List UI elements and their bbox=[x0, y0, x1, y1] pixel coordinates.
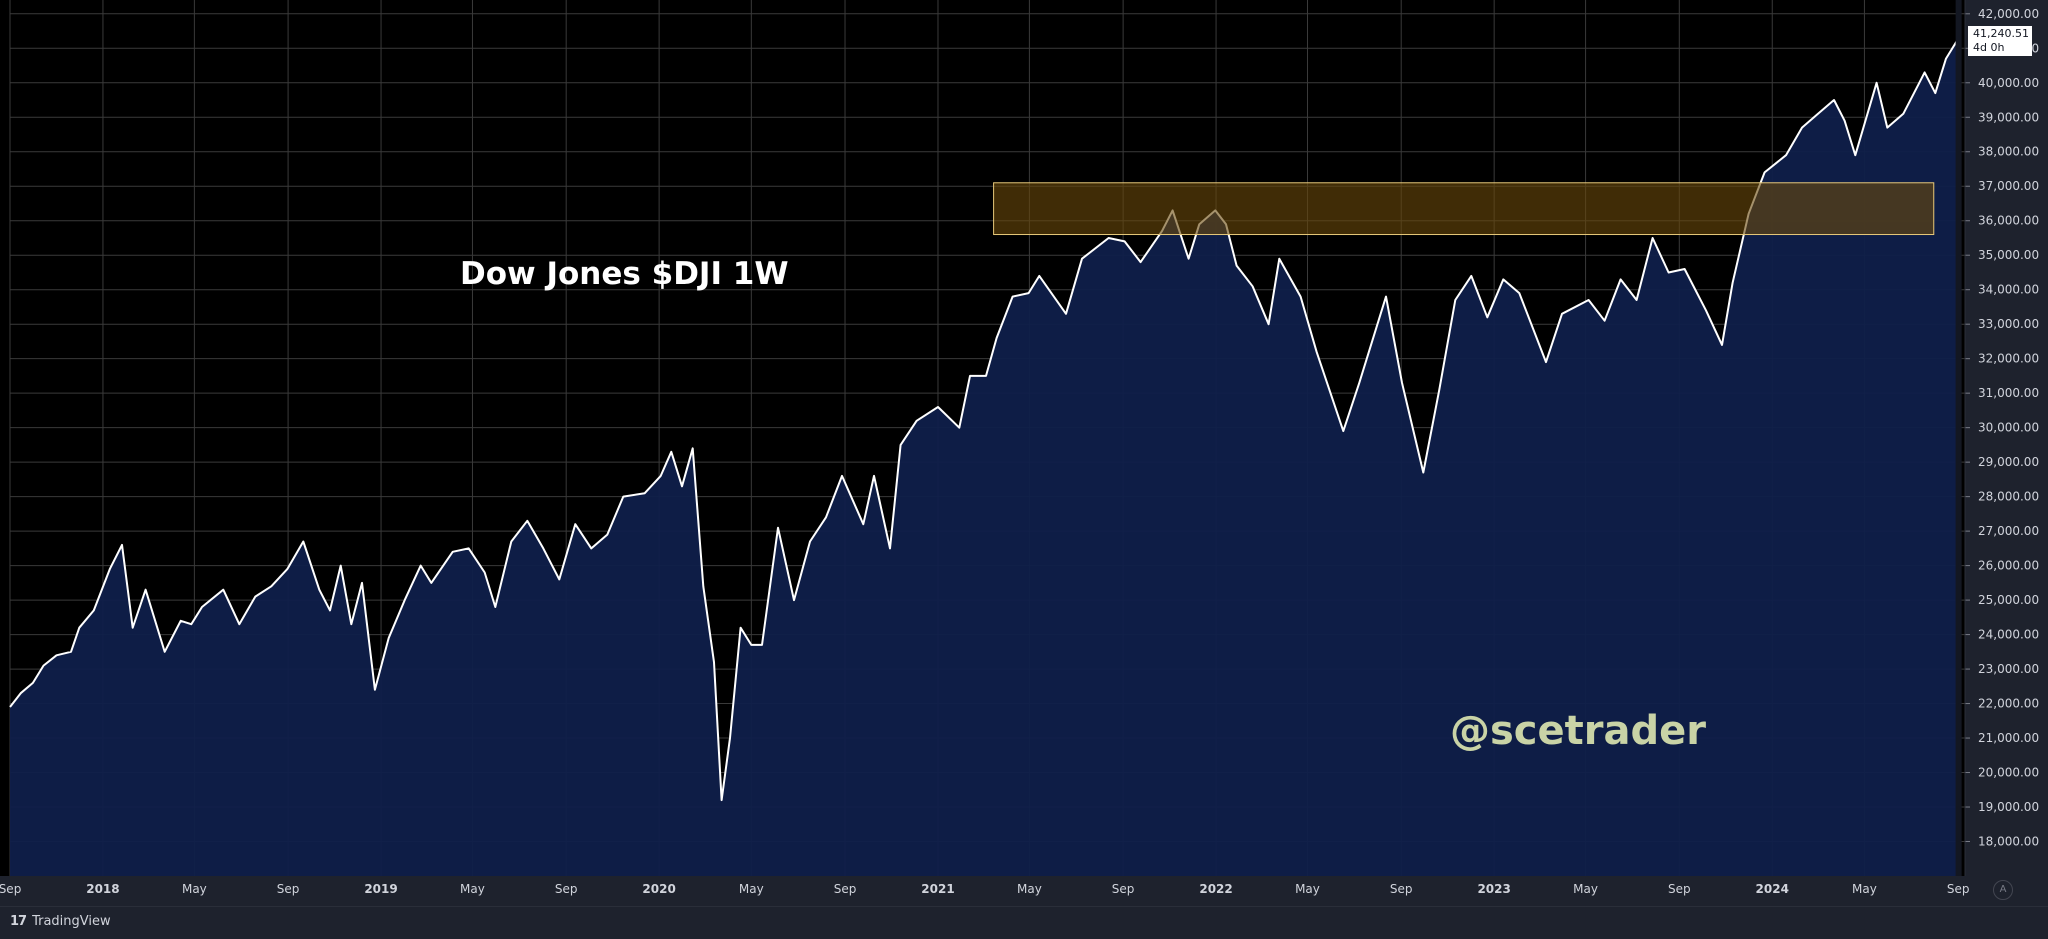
y-tick-label: 37,000.00 bbox=[1978, 179, 2039, 193]
y-tick-label: 35,000.00 bbox=[1978, 248, 2039, 262]
y-tick-label: 25,000.00 bbox=[1978, 593, 2039, 607]
chart-title: Dow Jones $DJI 1W bbox=[460, 256, 789, 292]
y-tick-label: 42,000.00 bbox=[1978, 7, 2039, 21]
series-line bbox=[9, 40, 1958, 802]
x-tick-label: May bbox=[739, 882, 764, 896]
resistance-zone bbox=[993, 182, 1935, 236]
x-tick-label: Sep bbox=[1390, 882, 1413, 896]
y-tick-label: 36,000.00 bbox=[1978, 214, 2039, 228]
y-tick-label: 39,000.00 bbox=[1978, 110, 2039, 124]
y-tick-label: 26,000.00 bbox=[1978, 559, 2039, 573]
x-tick-label: May bbox=[182, 882, 207, 896]
footer: 17 TradingView bbox=[0, 906, 2048, 939]
tradingview-logo-icon: 17 bbox=[10, 914, 27, 929]
x-tick-label: May bbox=[1295, 882, 1320, 896]
x-tick-label: Sep bbox=[1112, 882, 1135, 896]
y-tick-label: 18,000.00 bbox=[1978, 835, 2039, 849]
y-tick-label: 22,000.00 bbox=[1978, 697, 2039, 711]
x-tick-label: May bbox=[1017, 882, 1042, 896]
series-area bbox=[10, 41, 1957, 876]
y-tick-label: 19,000.00 bbox=[1978, 800, 2039, 814]
x-tick-label: 2019 bbox=[364, 882, 397, 896]
bar-countdown: 4d 0h bbox=[1973, 41, 2005, 55]
x-tick-label: 2020 bbox=[642, 882, 675, 896]
x-tick-label: May bbox=[460, 882, 485, 896]
y-tick-label: 40,000.00 bbox=[1978, 76, 2039, 90]
y-tick-label: 38,000.00 bbox=[1978, 145, 2039, 159]
tradingview-logo[interactable]: 17 TradingView bbox=[10, 914, 111, 929]
x-tick-label: Sep bbox=[277, 882, 300, 896]
y-tick-label: 23,000.00 bbox=[1978, 662, 2039, 676]
x-tick-label: 2018 bbox=[86, 882, 119, 896]
x-tick-label: Sep bbox=[0, 882, 21, 896]
x-tick-label: 2022 bbox=[1199, 882, 1232, 896]
tradingview-brand: TradingView bbox=[32, 914, 111, 929]
y-tick-label: 31,000.00 bbox=[1978, 386, 2039, 400]
watermark: @scetrader bbox=[1450, 708, 1706, 754]
y-tick-label: 20,000.00 bbox=[1978, 766, 2039, 780]
y-tick-label: 24,000.00 bbox=[1978, 628, 2039, 642]
x-tick-label: Sep bbox=[555, 882, 578, 896]
y-tick-label: 30,000.00 bbox=[1978, 421, 2039, 435]
x-tick-label: Sep bbox=[1668, 882, 1691, 896]
auto-scale-button[interactable]: A bbox=[1993, 880, 2013, 900]
x-tick-label: 2024 bbox=[1756, 882, 1789, 896]
last-price: 41,240.51 bbox=[1973, 27, 2029, 41]
x-tick-label: Sep bbox=[1947, 882, 1970, 896]
price-axis-background bbox=[1965, 0, 2048, 876]
y-tick-label: 34,000.00 bbox=[1978, 283, 2039, 297]
x-tick-label: 2023 bbox=[1477, 882, 1510, 896]
price-badge: 41,240.51 4d 0h bbox=[1968, 26, 2032, 57]
x-tick-label: May bbox=[1852, 882, 1877, 896]
y-tick-label: 32,000.00 bbox=[1978, 352, 2039, 366]
x-tick-label: 2021 bbox=[921, 882, 954, 896]
y-tick-label: 33,000.00 bbox=[1978, 317, 2039, 331]
y-tick-label: 21,000.00 bbox=[1978, 731, 2039, 745]
y-tick-label: 27,000.00 bbox=[1978, 524, 2039, 538]
time-axis-background bbox=[0, 876, 1965, 906]
x-tick-label: Sep bbox=[834, 882, 857, 896]
y-tick-label: 28,000.00 bbox=[1978, 490, 2039, 504]
x-tick-label: May bbox=[1573, 882, 1598, 896]
y-tick-label: 29,000.00 bbox=[1978, 455, 2039, 469]
